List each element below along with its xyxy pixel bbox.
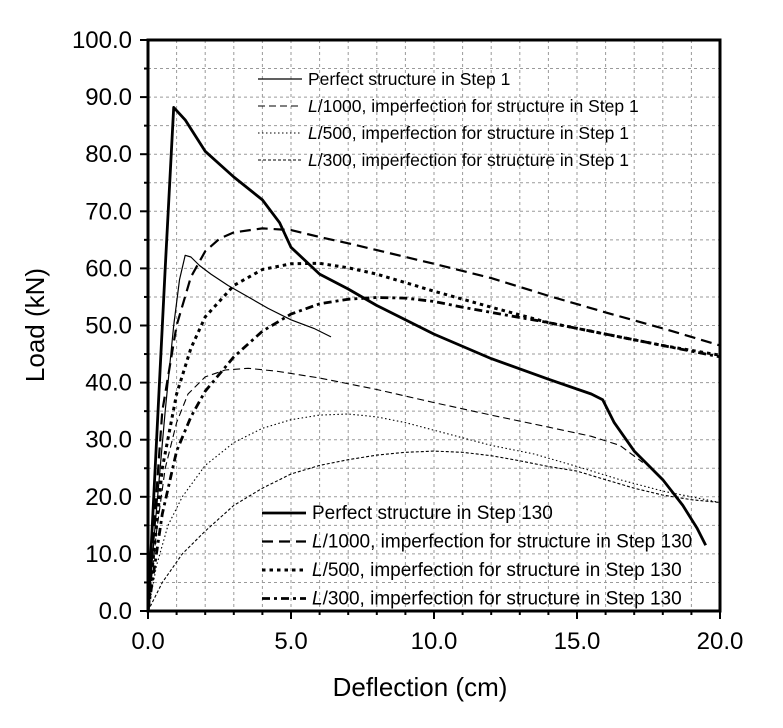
legend-label-prefix: L — [308, 96, 318, 116]
legend-label-prefix: L — [312, 589, 323, 610]
y-tick-label: 60.0 — [85, 255, 132, 282]
y-tick-label: 50.0 — [85, 313, 132, 340]
legend-label-step130-L500: L/500, imperfection for structure in Ste… — [312, 560, 682, 581]
series-line-step1-perfect — [147, 254, 332, 612]
series-line-step130-L1000 — [146, 227, 721, 612]
series-lines — [146, 106, 721, 612]
legend-step1: Perfect structure in Step 1 L/1000, imper… — [258, 69, 639, 170]
legend-label-text: /500, imperfection for structure in Step… — [318, 123, 629, 143]
legend-label-prefix: L — [308, 123, 318, 143]
legend-label-text: /1000, imperfection for structure in Ste… — [318, 96, 639, 116]
x-tick-label: 10.0 — [411, 628, 458, 655]
x-axis-title: Deflection (cm) — [333, 672, 508, 702]
legend-step130: Perfect structure in Step 130 L/1000, imp… — [262, 503, 692, 610]
x-tick-label: 15.0 — [554, 628, 601, 655]
y-tick-label: 0.0 — [99, 598, 132, 625]
x-tick-label: 5.0 — [274, 628, 307, 655]
legend-label-text: /300, imperfection for structure in Step… — [323, 589, 682, 610]
legend-label-text: /1000, imperfection for structure in Ste… — [323, 532, 693, 553]
legend-label-prefix: L — [312, 532, 323, 553]
y-tick-label: 80.0 — [85, 141, 132, 168]
series-line-step1-L1000 — [147, 367, 644, 612]
legend-label-step1-perfect: Perfect structure in Step 1 — [308, 69, 510, 89]
y-tick-label: 90.0 — [85, 84, 132, 111]
y-tick-label: 100.0 — [72, 27, 132, 54]
tick-labels: 0.0 5.0 10.0 15.0 20.0 0.0 10.0 20.0 30.0 40.0 50.… — [72, 27, 743, 655]
y-tick-label: 40.0 — [85, 370, 132, 397]
legend-label-text: Perfect structure in Step 1 — [308, 69, 510, 89]
legend-label-prefix: L — [312, 560, 323, 581]
legend-label-text: Perfect structure in Step 130 — [312, 503, 553, 524]
series-line-step1-L300 — [147, 450, 721, 612]
legend-label-step130-L1000: L/1000, imperfection for structure in St… — [312, 532, 692, 553]
grid-lines — [148, 40, 720, 611]
series-line-step130-L300 — [146, 296, 721, 612]
y-tick-label: 30.0 — [85, 427, 132, 454]
x-tick-label: 0.0 — [131, 628, 164, 655]
x-tick-label: 20.0 — [697, 628, 744, 655]
series-line-step130-L500 — [146, 261, 721, 612]
legend-label-text: /300, imperfection for structure in Step… — [318, 150, 629, 170]
axis-ticks — [140, 39, 721, 619]
legend-label-step1-L500: L/500, imperfection for structure in Ste… — [308, 123, 629, 143]
y-tick-label: 70.0 — [85, 198, 132, 225]
legend-label-step1-L300: L/300, imperfection for structure in Ste… — [308, 150, 629, 170]
legend-label-step1-L1000: L/1000, imperfection for structure in St… — [308, 96, 639, 116]
legend-label-step130-perfect: Perfect structure in Step 130 — [312, 503, 553, 524]
y-axis-title: Load (kN) — [20, 268, 50, 382]
legend-label-step130-L300: L/300, imperfection for structure in Ste… — [312, 589, 682, 610]
y-tick-label: 10.0 — [85, 541, 132, 568]
legend-label-text: /500, imperfection for structure in Step… — [323, 560, 682, 581]
y-tick-label: 20.0 — [85, 484, 132, 511]
legend-label-prefix: L — [308, 150, 318, 170]
